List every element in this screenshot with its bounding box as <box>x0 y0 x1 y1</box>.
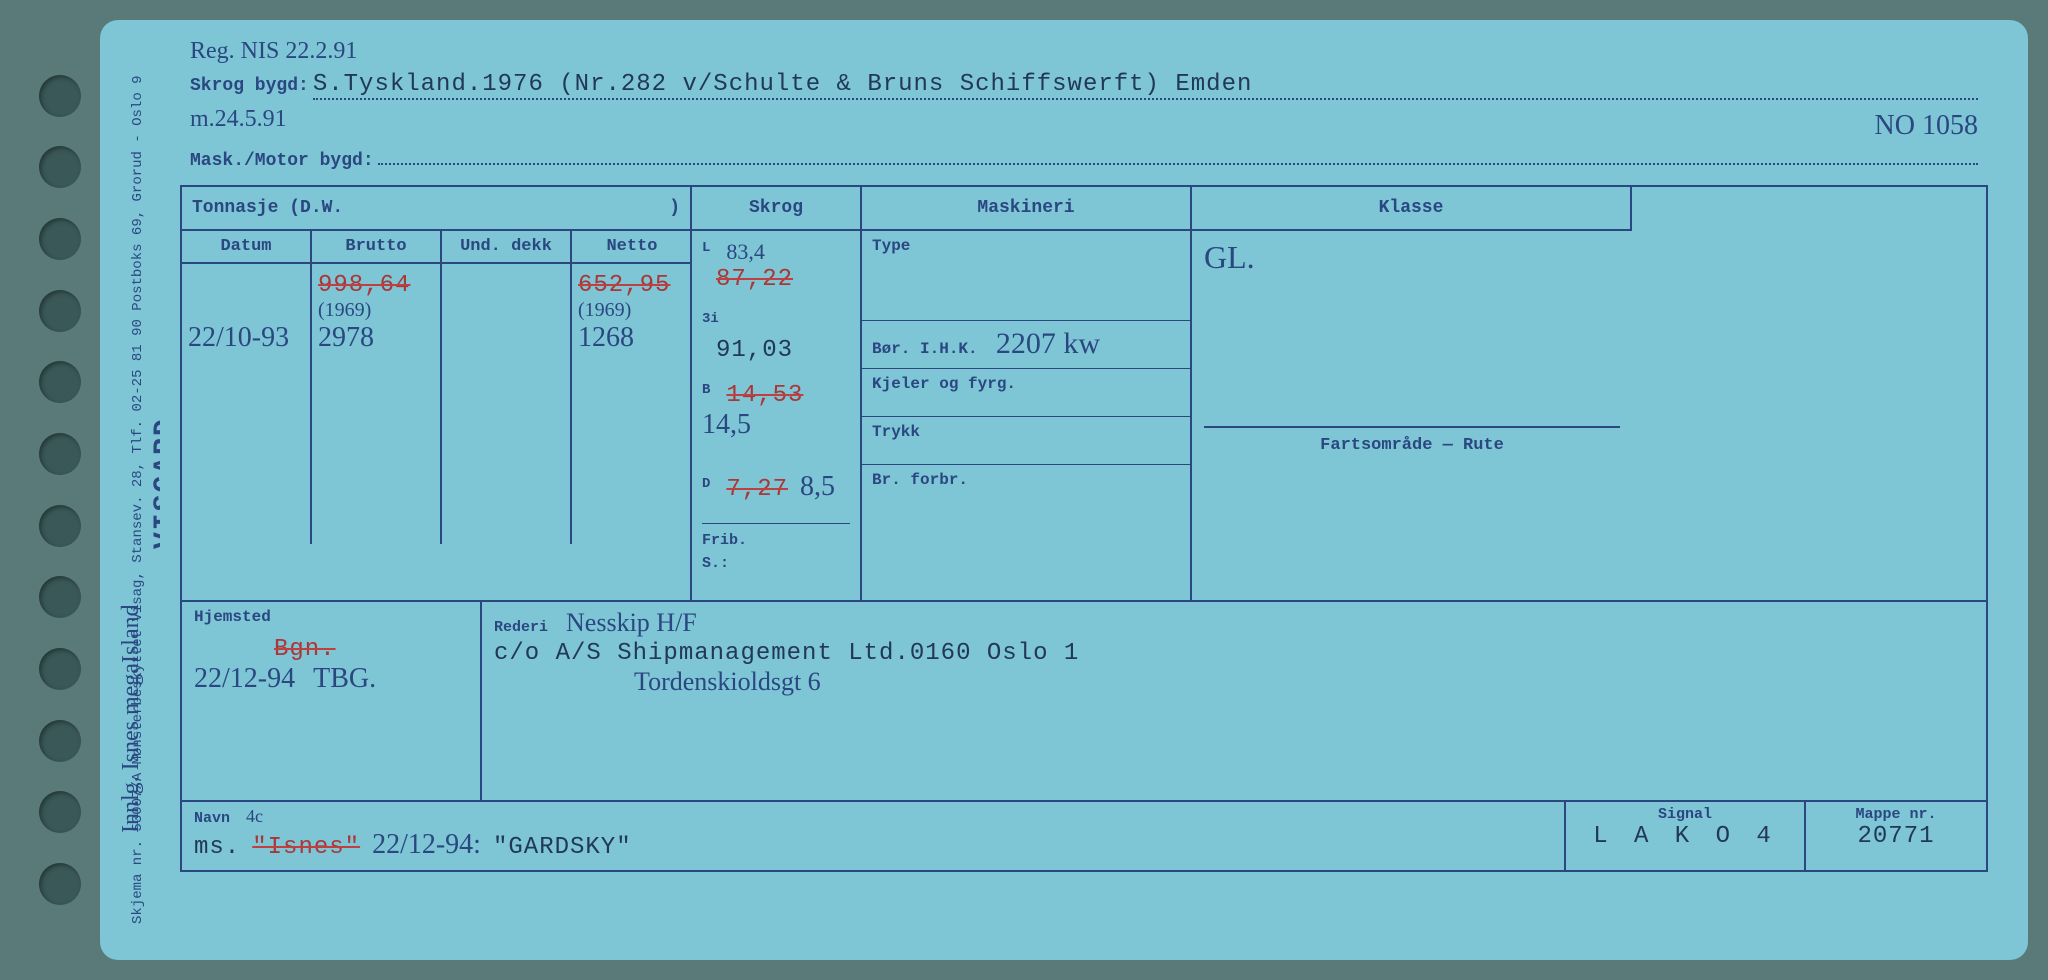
mappe-value: 20771 <box>1818 823 1974 850</box>
datum-1: 22/10-93 <box>188 322 304 354</box>
signal-label: Signal <box>1578 806 1792 823</box>
mask-bygd-label: Mask./Motor bygd: <box>190 151 374 171</box>
netto-label: Netto <box>572 231 692 262</box>
hole <box>39 433 81 475</box>
card-wrapper: Innlg. Isnes megaIsland VISCARD Skjema n… <box>20 20 2028 960</box>
side-info: Skjema nr. 53007/A Mønsterbeskyttet Visa… <box>130 24 146 924</box>
date-note-2: m.24.5.91 <box>190 106 287 133</box>
br-label: Br. forbr. <box>872 471 968 489</box>
hjemsted-label: Hjemsted <box>194 608 468 626</box>
main-grid: Tonnasje (D.W. ) Skrog Maskineri Klasse … <box>180 185 1988 602</box>
hole <box>39 648 81 690</box>
frib-label: Frib. <box>702 532 747 549</box>
skrog-D-strike: 7,27 <box>726 476 788 503</box>
klasse-value: GL. <box>1204 239 1620 276</box>
navn-cell: Navn 4c ms. "Isnes" 22/12-94: "GARDSKY" <box>182 802 1566 870</box>
skrog-cell: L 83,4 87,22 3i 91,03 B 14,53 14,5 D 7,2… <box>692 231 862 600</box>
trykk-label: Trykk <box>872 423 920 441</box>
maskineri-cell: Type Bør. I.H.K. 2207 kw Kjeler og fyrg.… <box>862 231 1192 600</box>
hole <box>39 146 81 188</box>
s-label: S.: <box>702 555 729 572</box>
klasse-cell: GL. Fartsområde — Rute <box>1192 231 1632 600</box>
top-section: Reg. NIS 22.2.91 Skrog bygd: S.Tyskland.… <box>180 38 1988 185</box>
skrog-D-hand: 8,5 <box>800 471 835 502</box>
ihk-value: 2207 kw <box>996 327 1100 360</box>
netto-note: (1969) <box>578 299 686 322</box>
skrog-3i-prefix: 3i <box>702 311 719 327</box>
reg-note: Reg. NIS 22.2.91 <box>190 38 357 65</box>
right-number: NO 1058 <box>1875 110 1978 142</box>
tonnasje-header: Tonnasje (D.W. ) <box>182 187 692 231</box>
hole <box>39 576 81 618</box>
hole <box>39 863 81 905</box>
und-dekk-label: Und. dekk <box>442 231 572 262</box>
name-strike: "Isnes" <box>252 834 360 861</box>
skrog-91: 91,03 <box>716 337 793 364</box>
hjemsted-date: 22/12-94 <box>194 663 295 694</box>
hole <box>39 720 81 762</box>
datum-label: Datum <box>182 231 312 262</box>
tonnasje-close: ) <box>669 198 680 218</box>
mappe-label: Mappe nr. <box>1818 806 1974 823</box>
hjemsted-left: Hjemsted Bgn. 22/12-94 TBG. <box>182 602 482 800</box>
kjeler-label: Kjeler og fyrg. <box>872 375 1016 393</box>
skrog-B-strike: 14,53 <box>726 382 803 409</box>
punch-holes <box>20 20 100 960</box>
brutto-strike: 998,64 <box>318 272 434 299</box>
skrog-L-strike: 87,22 <box>716 266 793 293</box>
skrog-L-hand: 83,4 <box>726 239 765 264</box>
brutto-note: (1969) <box>318 299 434 322</box>
maskineri-header: Maskineri <box>862 187 1192 231</box>
brutto-label: Brutto <box>312 231 442 262</box>
rederi-typed: c/o A/S Shipmanagement Ltd.0160 Oslo 1 <box>494 640 1974 667</box>
index-card: Reg. NIS 22.2.91 Skrog bygd: S.Tyskland.… <box>160 20 2028 960</box>
skrog-bygd-value: S.Tyskland.1976 (Nr.282 v/Schulte & Brun… <box>313 71 1978 100</box>
tonnasje-body: 22/10-93 998,64 (1969) 2978 652,95 (1969… <box>182 264 690 544</box>
rederi-label: Rederi <box>494 619 548 636</box>
tonnasje-label: Tonnasje (D.W. <box>192 198 343 218</box>
hole <box>39 361 81 403</box>
rederi-addr: Tordenskioldsgt 6 <box>634 667 1974 697</box>
hjemsted-right: Rederi Nesskip H/F c/o A/S Shipmanagemen… <box>482 602 1986 800</box>
hole <box>39 75 81 117</box>
netto-col: 652,95 (1969) 1268 <box>572 264 692 544</box>
ms-prefix: ms. <box>194 834 240 861</box>
bottom-row: Navn 4c ms. "Isnes" 22/12-94: "GARDSKY" … <box>180 802 1988 872</box>
hole <box>39 791 81 833</box>
bgn-strike: Bgn. <box>274 636 336 663</box>
mask-bygd-value <box>378 139 1978 165</box>
ihk-label: Bør. I.H.K. <box>872 340 978 358</box>
navn-prefix: 4c <box>246 806 263 826</box>
netto-2: 1268 <box>578 322 686 354</box>
mappe-cell: Mappe nr. 20771 <box>1806 802 1986 870</box>
datum-col: 22/10-93 <box>182 264 312 544</box>
signal-cell: Signal L A K O 4 <box>1566 802 1806 870</box>
netto-strike: 652,95 <box>578 272 686 299</box>
hjemsted-section: Hjemsted Bgn. 22/12-94 TBG. Rederi Nessk… <box>180 602 1988 802</box>
hole <box>39 218 81 260</box>
bottom-date: 22/12-94: <box>372 829 481 860</box>
und-dekk-col <box>442 264 572 544</box>
skrog-header: Skrog <box>692 187 862 231</box>
type-label: Type <box>872 237 910 255</box>
name-2: "GARDSKY" <box>493 834 632 861</box>
navn-label: Navn <box>194 810 230 827</box>
hole <box>39 505 81 547</box>
signal-value: L A K O 4 <box>1578 823 1792 850</box>
tonnasje-subheader: Datum Brutto Und. dekk Netto <box>182 231 690 264</box>
skrog-bygd-label: Skrog bygd: <box>190 76 309 96</box>
rederi-hand: Nesskip H/F <box>566 608 697 637</box>
side-panel: Innlg. Isnes megaIsland VISCARD Skjema n… <box>100 20 160 960</box>
skrog-B-hand: 14,5 <box>702 409 751 440</box>
klasse-header: Klasse <box>1192 187 1632 231</box>
brutto-col: 998,64 (1969) 2978 <box>312 264 442 544</box>
brutto-2: 2978 <box>318 322 434 354</box>
tonnasje-cell: Datum Brutto Und. dekk Netto 22/10-93 99… <box>182 231 692 600</box>
hole <box>39 290 81 332</box>
hjemsted-tbg: TBG. <box>313 663 376 694</box>
fartsomrade-label: Fartsområde — Rute <box>1204 426 1620 455</box>
